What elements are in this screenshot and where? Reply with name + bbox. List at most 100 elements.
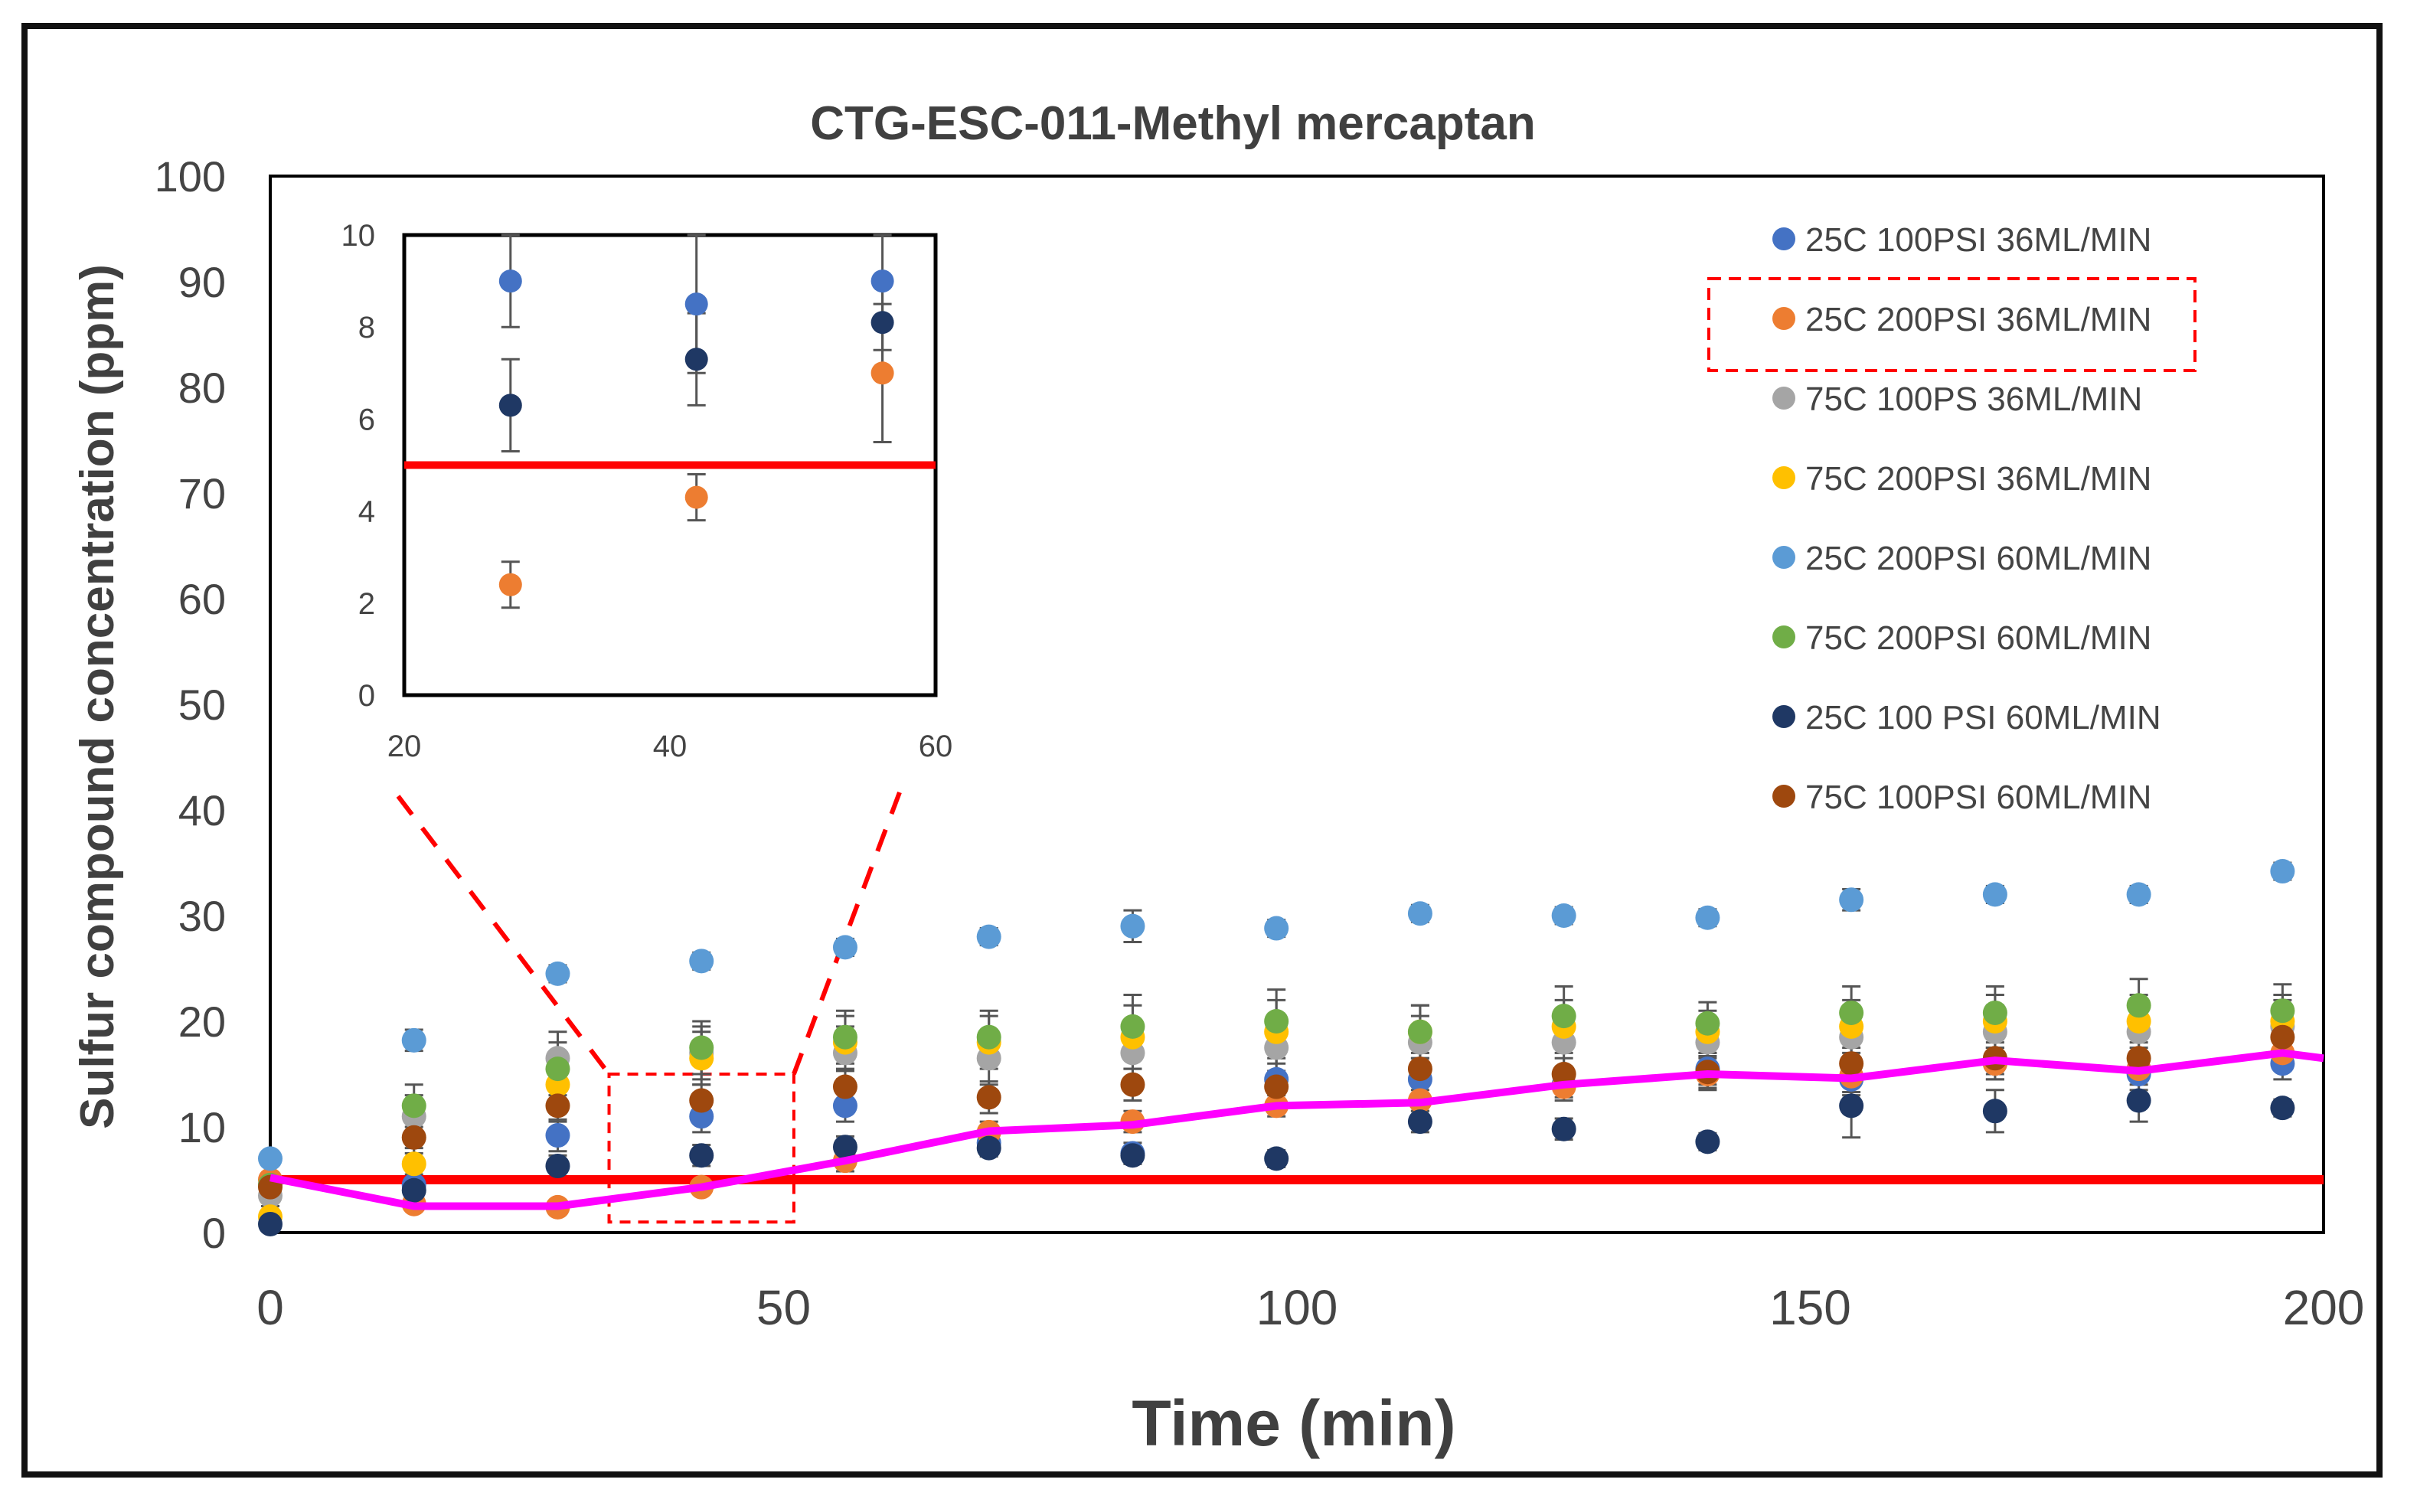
data-point [401, 1125, 426, 1150]
y-tick-label: 90 [178, 258, 226, 306]
data-point [545, 1093, 570, 1118]
zoom-connector-left [396, 795, 611, 1076]
y-tick-label: 40 [178, 786, 226, 834]
inset-x-tick-label: 60 [919, 730, 953, 763]
data-point [545, 1123, 570, 1148]
data-point [1120, 1072, 1145, 1097]
data-point [1551, 1062, 1576, 1086]
inset-data-point [498, 269, 522, 293]
x-tick-label: 200 [2283, 1280, 2365, 1335]
data-point [1407, 1109, 1432, 1135]
data-point [832, 1093, 857, 1118]
data-point [689, 1088, 714, 1113]
y-axis-label: Sulfur compound concentration (ppm) [71, 264, 124, 1129]
data-point [832, 1024, 857, 1050]
legend-marker [1772, 307, 1795, 330]
legend-marker [1772, 227, 1795, 250]
y-tick-label: 50 [178, 681, 226, 729]
data-point [1695, 1011, 1720, 1036]
y-tick-label: 80 [178, 364, 226, 412]
legend-marker [1772, 705, 1795, 728]
inset-data-point [498, 394, 522, 417]
data-point [1407, 1056, 1432, 1082]
legend-marker [1772, 546, 1795, 569]
inset-data-point [870, 311, 894, 335]
y-tick-label: 70 [178, 469, 226, 518]
legend-marker [1772, 785, 1795, 808]
data-point [1839, 1051, 1864, 1076]
zoom-connector-right [792, 791, 902, 1076]
y-tick-label: 10 [178, 1103, 226, 1151]
data-point [689, 1143, 714, 1168]
data-point [2126, 1088, 2151, 1113]
inset-x-tick-label: 20 [387, 730, 422, 763]
y-tick-label: 60 [178, 575, 226, 623]
data-point [1407, 1019, 1432, 1044]
legend-marker [1772, 387, 1795, 410]
data-point [1120, 1014, 1145, 1039]
legend-label: 75C 200PSI 60ML/MIN [1805, 619, 2151, 657]
data-point [976, 924, 1001, 949]
data-point [1839, 1000, 1864, 1025]
legend-marker [1772, 625, 1795, 648]
legend-label: 25C 100 PSI 60ML/MIN [1805, 699, 2161, 736]
data-point [258, 1146, 283, 1171]
legend-label: 75C 100PSI 60ML/MIN [1805, 779, 2151, 816]
inset-plot: 0 2 4 6 8 10 20 40 60 [341, 219, 953, 763]
y-tick-label: 100 [155, 152, 226, 201]
legend-label: 25C 200PSI 36ML/MIN [1805, 301, 2151, 338]
inset-y-tick-label: 6 [358, 403, 375, 436]
y-tick-label: 0 [202, 1209, 226, 1257]
inset-y-tick-label: 2 [358, 587, 375, 621]
data-point [401, 1177, 426, 1203]
legend-label: 75C 200PSI 36ML/MIN [1805, 460, 2151, 498]
data-point [689, 1035, 714, 1060]
data-point [1264, 1146, 1289, 1171]
inset-y-tick-label: 10 [341, 219, 376, 253]
x-tick-label: 50 [756, 1280, 811, 1335]
data-point [976, 1024, 1001, 1050]
data-point [2126, 1046, 2151, 1071]
data-point [2270, 859, 2295, 884]
x-tick-label: 0 [256, 1280, 284, 1335]
data-point [1695, 1129, 1720, 1154]
legend-marker [1772, 466, 1795, 489]
data-point [1551, 1004, 1576, 1029]
data-point [401, 1151, 426, 1177]
data-point [2126, 993, 2151, 1018]
data-point [1982, 1099, 2007, 1124]
data-point [976, 1135, 1001, 1161]
inset-y-tick-label: 4 [358, 495, 375, 529]
plot-border [269, 175, 2325, 1234]
data-point [1264, 1074, 1289, 1099]
data-point [1982, 1000, 2007, 1025]
data-point [1839, 1093, 1864, 1118]
data-point [1551, 903, 1576, 928]
inset-data-point [870, 269, 894, 293]
x-tick-label: 100 [1256, 1280, 1338, 1335]
y-tick-label: 20 [178, 998, 226, 1046]
data-point [545, 961, 570, 986]
legend-label: 25C 200PSI 60ML/MIN [1805, 540, 2151, 577]
trend-line [269, 1049, 2324, 1210]
data-point [832, 1074, 857, 1099]
data-point [832, 1135, 857, 1160]
inset-data-point [498, 573, 522, 596]
data-point [1407, 901, 1432, 926]
data-point [1982, 882, 2007, 907]
inset-data-point [684, 485, 708, 509]
inset-y-tick-label: 8 [358, 311, 375, 345]
data-point [1264, 1009, 1289, 1034]
data-point [545, 1056, 570, 1082]
x-axis-label: Time (min) [1132, 1387, 1455, 1459]
data-point [2270, 1024, 2295, 1050]
inset-data-point [870, 361, 894, 385]
data-point [1839, 887, 1864, 913]
inset-data-point [684, 292, 708, 316]
data-point [832, 935, 857, 960]
inset-x-tick-label: 40 [653, 730, 688, 763]
data-point [401, 1093, 426, 1118]
data-point [1695, 905, 1720, 930]
